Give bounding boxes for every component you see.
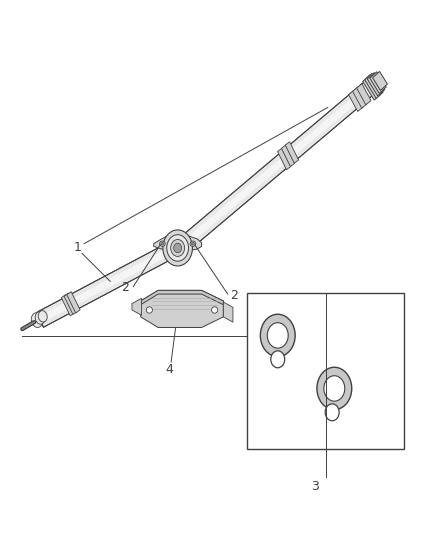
Polygon shape xyxy=(154,236,201,251)
Ellipse shape xyxy=(317,367,352,410)
Ellipse shape xyxy=(31,313,43,327)
Ellipse shape xyxy=(35,312,45,324)
Polygon shape xyxy=(64,293,78,314)
Polygon shape xyxy=(176,79,375,255)
Polygon shape xyxy=(141,290,223,327)
Text: 1: 1 xyxy=(74,241,81,254)
Ellipse shape xyxy=(174,243,182,253)
Text: 3: 3 xyxy=(311,480,319,493)
Polygon shape xyxy=(132,298,141,316)
Ellipse shape xyxy=(191,243,194,245)
Ellipse shape xyxy=(146,307,152,313)
Bar xyxy=(247,293,404,449)
Ellipse shape xyxy=(212,307,218,313)
Ellipse shape xyxy=(171,239,185,256)
Polygon shape xyxy=(373,71,388,91)
Text: 2: 2 xyxy=(121,281,129,294)
Polygon shape xyxy=(370,72,386,93)
Ellipse shape xyxy=(159,241,165,246)
Ellipse shape xyxy=(260,314,295,357)
Polygon shape xyxy=(281,145,295,166)
Ellipse shape xyxy=(267,322,288,348)
Polygon shape xyxy=(367,72,385,96)
Ellipse shape xyxy=(163,230,192,266)
Polygon shape xyxy=(278,148,291,169)
Ellipse shape xyxy=(325,404,339,421)
Polygon shape xyxy=(285,142,299,163)
Polygon shape xyxy=(67,292,80,313)
Polygon shape xyxy=(353,87,367,108)
Ellipse shape xyxy=(271,351,285,368)
Ellipse shape xyxy=(324,376,345,401)
Polygon shape xyxy=(357,84,371,105)
Text: 4: 4 xyxy=(165,364,173,376)
Ellipse shape xyxy=(38,311,47,322)
Text: 2: 2 xyxy=(230,289,238,302)
Polygon shape xyxy=(61,295,74,316)
Ellipse shape xyxy=(161,243,164,245)
Polygon shape xyxy=(141,290,223,305)
Polygon shape xyxy=(178,83,373,251)
Polygon shape xyxy=(39,245,177,323)
Ellipse shape xyxy=(190,241,196,246)
Polygon shape xyxy=(38,240,178,327)
Polygon shape xyxy=(223,302,233,322)
Polygon shape xyxy=(363,75,381,100)
Polygon shape xyxy=(365,74,383,99)
Ellipse shape xyxy=(167,235,188,261)
Polygon shape xyxy=(349,91,363,111)
